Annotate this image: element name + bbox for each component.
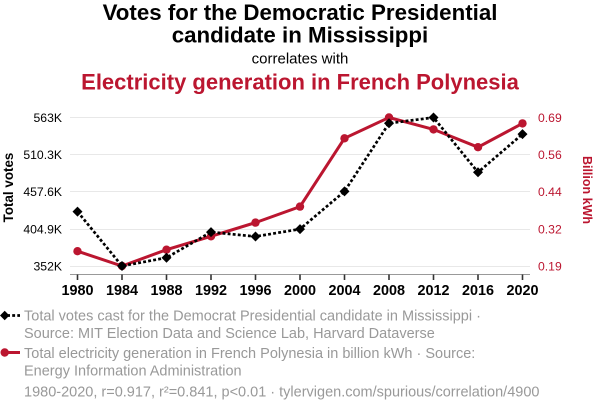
svg-text:510.3K: 510.3K	[23, 148, 62, 162]
svg-text:Total electricity generation i: Total electricity generation in French P…	[24, 346, 475, 362]
svg-text:1992: 1992	[195, 283, 227, 299]
svg-text:0.56: 0.56	[538, 148, 562, 162]
svg-text:1980: 1980	[61, 283, 93, 299]
svg-text:0.19: 0.19	[538, 260, 562, 274]
svg-text:Votes for the Democratic Presi: Votes for the Democratic Presidential	[103, 0, 498, 25]
svg-text:candidate in Mississippi: candidate in Mississippi	[172, 22, 428, 47]
svg-text:2000: 2000	[284, 283, 316, 299]
svg-text:2008: 2008	[373, 283, 405, 299]
svg-text:Source: MIT Election Data and: Source: MIT Election Data and Science La…	[24, 326, 435, 342]
svg-text:2016: 2016	[462, 283, 494, 299]
svg-text:0.44: 0.44	[538, 185, 562, 199]
svg-text:Billion kWh: Billion kWh	[580, 156, 594, 224]
svg-text:0.69: 0.69	[538, 111, 562, 125]
svg-text:563K: 563K	[34, 111, 62, 125]
svg-text:1996: 1996	[239, 283, 271, 299]
svg-text:1988: 1988	[150, 283, 182, 299]
svg-text:2004: 2004	[328, 283, 360, 299]
svg-text:Total votes: Total votes	[1, 153, 16, 223]
svg-text:1984: 1984	[106, 283, 138, 299]
svg-text:1980-2020, r=0.917, r²=0.841,: 1980-2020, r=0.917, r²=0.841, p<0.01 · t…	[24, 384, 539, 400]
svg-text:2012: 2012	[417, 283, 449, 299]
svg-text:404.9K: 404.9K	[23, 223, 62, 237]
svg-text:Energy Information Administrat: Energy Information Administration	[24, 364, 242, 380]
svg-text:0.32: 0.32	[538, 223, 562, 237]
svg-text:2020: 2020	[506, 283, 538, 299]
svg-text:Electricity generation in Fren: Electricity generation in French Polynes…	[81, 70, 519, 95]
svg-text:457.6K: 457.6K	[23, 185, 62, 199]
svg-text:Total votes cast for the Democ: Total votes cast for the Democrat Presid…	[24, 309, 481, 325]
svg-text:352K: 352K	[34, 260, 62, 274]
svg-text:correlates with: correlates with	[252, 51, 349, 68]
